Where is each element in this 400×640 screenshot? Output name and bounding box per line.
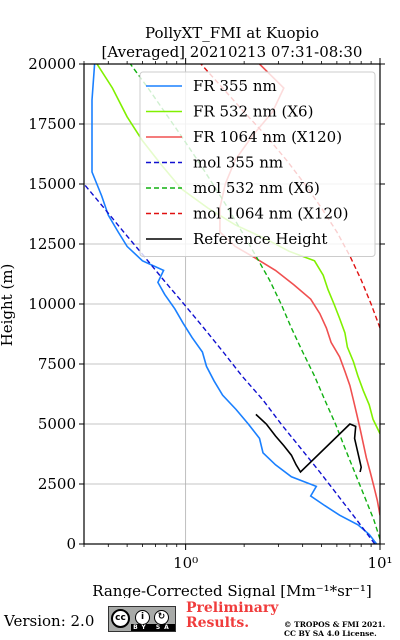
copyright-line-2: CC BY SA 4.0 License. <box>284 629 377 638</box>
cc-license-strip: BY SA <box>131 624 175 631</box>
legend-label: FR 355 nm <box>193 77 277 95</box>
y-tick-label: 15000 <box>28 175 76 193</box>
chart-title: PollyXT_FMI at Kuopio <box>145 24 319 42</box>
x-tick-label: 10¹ <box>367 554 392 572</box>
legend: FR 355 nm FR 532 nm (X6) FR 1064 nm (X120)… <box>139 71 376 257</box>
y-tick-label: 10000 <box>28 295 76 313</box>
chart-svg: PollyXT_FMI at Kuopio [Averaged] 2021021… <box>0 24 393 598</box>
by-icon: i <box>135 610 150 625</box>
y-tick-label: 0 <box>66 535 76 553</box>
sa-icon: ↻ <box>154 610 169 625</box>
cc-icon: cc <box>111 609 130 628</box>
y-tick-label: 20000 <box>28 55 76 73</box>
preliminary-notice: Preliminary Results. <box>186 601 278 631</box>
legend-label: mol 532 nm (X6) <box>193 179 320 197</box>
y-tick-label: 7500 <box>38 355 76 373</box>
y-tick-label: 12500 <box>28 235 76 253</box>
results-line: Results. <box>186 615 250 631</box>
legend-label: FR 1064 nm (X120) <box>193 128 342 146</box>
legend-label: mol 355 nm <box>193 154 283 172</box>
copyright: © TROPOS & FMI 2021. CC BY SA 4.0 Licens… <box>284 620 385 638</box>
axis-ticks: 0 2500 5000 7500 10000 12500 15000 17500 20000 10… <box>28 55 392 572</box>
cc-license-badge: cc i ↻ BY SA <box>108 606 176 632</box>
footer: Version: 2.0 cc i ↻ BY SA Preliminary Re… <box>0 598 400 640</box>
series-line-reference-height <box>255 413 363 474</box>
preliminary-line: Preliminary <box>186 600 279 616</box>
chart-titles: PollyXT_FMI at Kuopio [Averaged] 2021021… <box>102 24 363 61</box>
chart-subtitle: [Averaged] 20210213 07:31-08:30 <box>102 43 363 61</box>
y-tick-label: 5000 <box>38 415 76 433</box>
x-tick-label: 10⁰ <box>173 554 198 572</box>
y-tick-label: 17500 <box>28 115 76 133</box>
series-line-mol-355-nm <box>84 183 376 544</box>
copyright-line-1: © TROPOS & FMI 2021. <box>284 620 386 629</box>
y-tick-label: 2500 <box>38 475 76 493</box>
legend-label: mol 1064 nm (X120) <box>193 205 348 223</box>
legend-label: FR 532 nm (X6) <box>193 103 313 121</box>
x-axis-label: Range-Corrected Signal [Mm⁻¹*sr⁻¹] <box>92 582 372 598</box>
legend-label: Reference Height <box>193 230 327 248</box>
version-label: Version: 2.0 <box>4 612 95 630</box>
series-line-fr-355-nm <box>91 64 378 544</box>
y-axis-label: Height (m) <box>0 264 16 347</box>
legend-box <box>139 71 376 257</box>
